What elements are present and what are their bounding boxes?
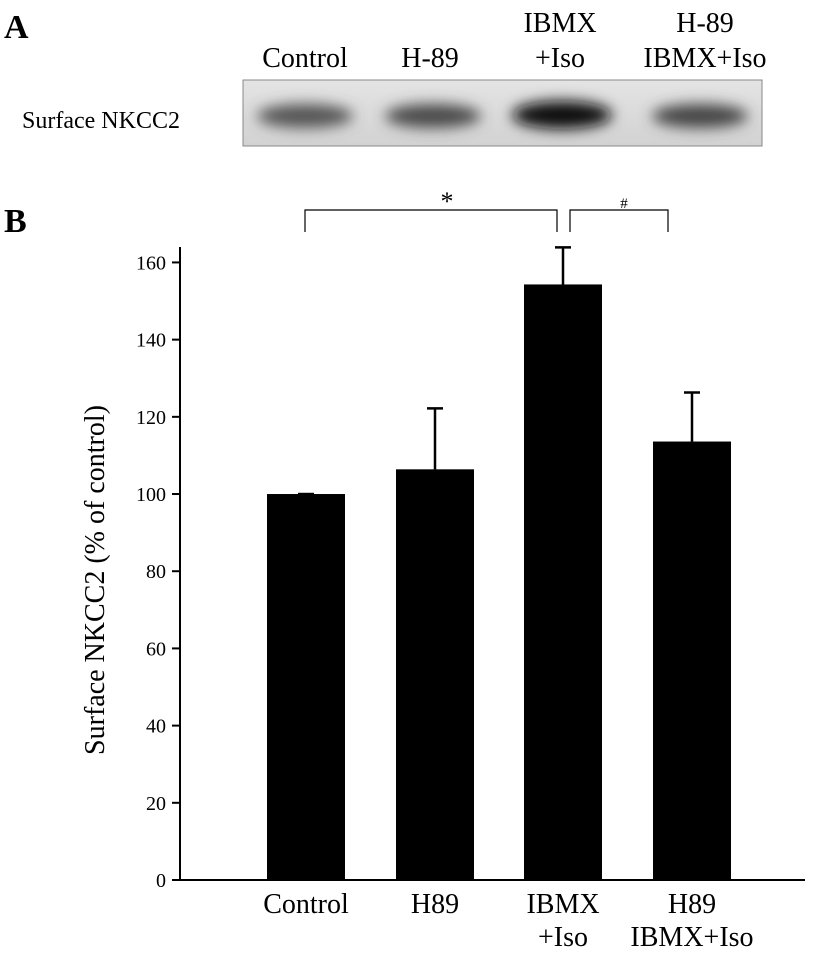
lane-label: Control bbox=[262, 43, 348, 74]
blot-row-label: Surface NKCC2 bbox=[22, 108, 180, 134]
error-bar bbox=[555, 246, 571, 285]
lane-label: H-89 bbox=[676, 8, 734, 39]
bar bbox=[653, 441, 731, 880]
y-tick-label: 160 bbox=[136, 252, 166, 274]
panel-label: A bbox=[4, 9, 29, 46]
y-tick-label: 120 bbox=[136, 407, 166, 429]
bar bbox=[524, 284, 602, 880]
blot bbox=[242, 79, 763, 147]
blot-bands bbox=[257, 101, 748, 129]
bracket bbox=[304, 209, 558, 232]
error-bar bbox=[427, 407, 443, 470]
x-tick-label: H89 bbox=[668, 889, 716, 920]
panel-label: B bbox=[4, 203, 27, 240]
significance-mark: * bbox=[441, 187, 454, 216]
y-axis-label: Surface NKCC2 (% of control) bbox=[80, 405, 111, 755]
x-tick-label: Control bbox=[263, 889, 349, 920]
lane-label: +Iso bbox=[535, 43, 585, 74]
y-tick-label: 20 bbox=[146, 793, 166, 815]
y-tick-label: 140 bbox=[136, 330, 166, 352]
y-tick-label: 40 bbox=[146, 716, 166, 738]
x-tick-label: IBMX bbox=[526, 889, 599, 920]
lane-label: IBMX+Iso bbox=[643, 43, 766, 74]
x-tick-label: +Iso bbox=[538, 922, 588, 953]
y-tick-label: 80 bbox=[146, 561, 166, 583]
lane-label: H-89 bbox=[401, 43, 459, 74]
y-tick-label: 0 bbox=[156, 870, 166, 892]
bracket bbox=[569, 209, 669, 232]
band bbox=[652, 104, 748, 128]
y-tick-label: 100 bbox=[136, 484, 166, 506]
y-tick-label: 60 bbox=[146, 638, 166, 660]
bar bbox=[396, 469, 474, 880]
bar bbox=[267, 494, 345, 880]
significance-mark: # bbox=[620, 196, 628, 212]
lane-label: IBMX bbox=[523, 8, 596, 39]
x-tick-label: H89 bbox=[411, 889, 459, 920]
significance-brackets bbox=[304, 209, 669, 232]
error-bar bbox=[684, 391, 700, 442]
band bbox=[385, 104, 481, 128]
x-tick-label: IBMX+Iso bbox=[630, 922, 753, 953]
band bbox=[512, 101, 612, 129]
band bbox=[257, 104, 353, 128]
